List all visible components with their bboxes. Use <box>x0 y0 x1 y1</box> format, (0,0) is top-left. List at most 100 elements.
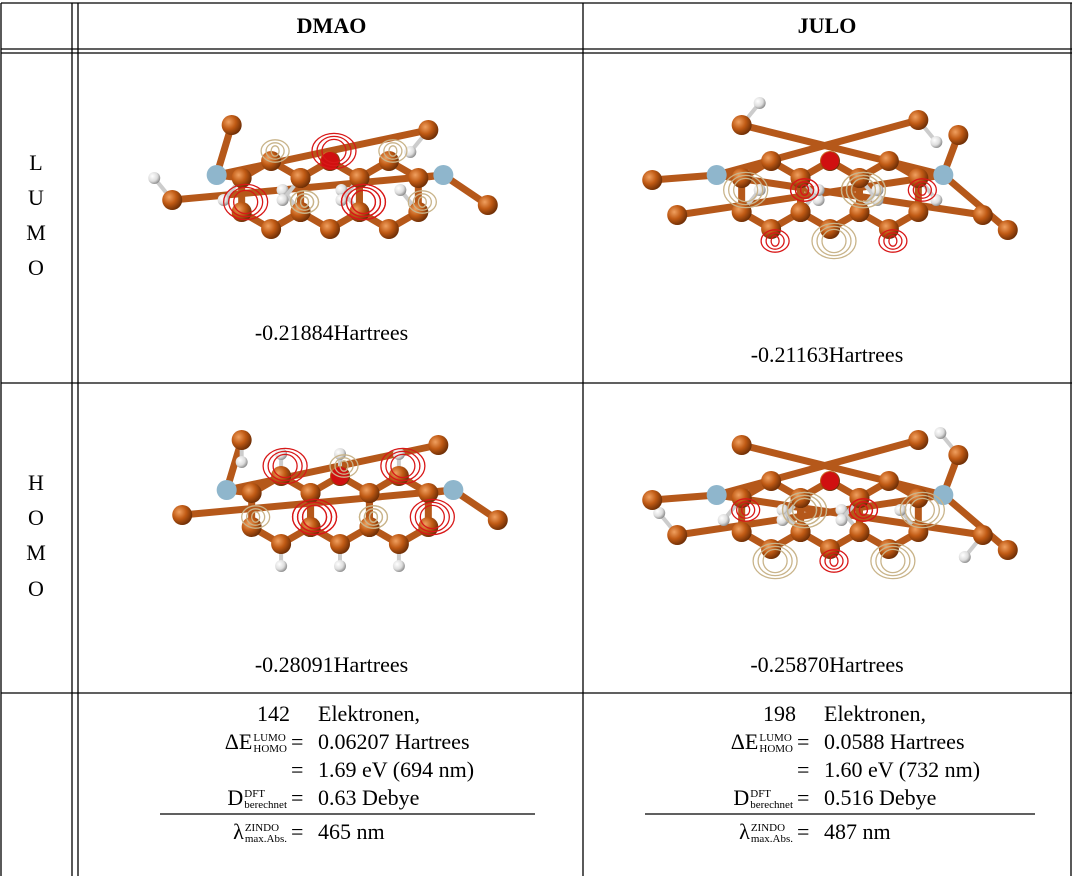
carbon <box>761 151 782 171</box>
carbon <box>330 534 350 554</box>
orbital-lobe <box>791 497 818 523</box>
carbon <box>162 190 183 210</box>
bond <box>648 491 721 504</box>
formula-indices: DFT berechnet <box>750 788 793 811</box>
orbital-lobe <box>345 186 382 218</box>
carbon <box>408 168 429 188</box>
carbon <box>997 540 1018 560</box>
orbital-lobe <box>760 229 790 253</box>
row-label-letter: O <box>28 505 44 530</box>
carbon <box>908 430 929 450</box>
carbon <box>731 115 752 135</box>
orbital-lobe <box>762 548 788 574</box>
formula-symbol: ΔE <box>730 729 759 754</box>
carbon <box>320 219 340 239</box>
electron-count: 198 <box>763 701 796 726</box>
formula-indices: DFT berechnet <box>244 787 287 811</box>
carbon <box>972 205 993 225</box>
hydrogen <box>930 194 943 206</box>
hydrogen <box>871 194 884 206</box>
orbital-lobe <box>794 181 815 199</box>
column-header: JULO <box>797 13 857 38</box>
oxygen <box>821 152 839 170</box>
orbital-lobe <box>228 186 264 218</box>
orbital-lobe <box>260 139 290 163</box>
orbital-lobe <box>811 222 857 260</box>
bond <box>713 491 987 539</box>
orbital-lobe <box>770 235 780 247</box>
orbital-lobe <box>789 178 820 202</box>
orbital-lobe <box>848 498 879 522</box>
value: 0.516 Debye <box>824 785 937 810</box>
orbital-energy: -0.21163Hartrees <box>750 342 904 367</box>
carbon <box>908 110 929 130</box>
orbital-lobe <box>917 184 927 196</box>
formula-sup: LUMO <box>253 731 286 744</box>
orbital-lobe <box>334 457 354 475</box>
formula-sub: berechnet <box>244 798 287 811</box>
carbon <box>300 483 321 503</box>
carbon <box>261 219 282 239</box>
orbital-lobe <box>799 184 810 196</box>
hydrogen <box>753 184 766 196</box>
row-label-letter: O <box>28 576 44 601</box>
formula-sup: DFT <box>244 787 266 800</box>
formula: D DFT berechnet <box>733 785 793 811</box>
carbon <box>761 471 782 491</box>
hydrogen <box>276 194 289 206</box>
row-label-letter: M <box>26 220 46 245</box>
orbital-lobe <box>757 545 793 577</box>
bond <box>713 436 922 499</box>
carbon <box>878 471 899 491</box>
bond <box>713 171 987 219</box>
formula-sub: HOMO <box>253 742 287 755</box>
formula-symbol: λ <box>233 819 244 844</box>
molecule-images <box>148 97 1018 580</box>
hydrogen <box>871 184 884 196</box>
orbital-lobe <box>912 181 932 199</box>
formula-sup: ZINDO <box>750 821 786 834</box>
carbon <box>761 219 782 239</box>
nitrogen <box>706 485 727 505</box>
row-label-letter: L <box>29 150 43 175</box>
orbital-lobe <box>223 183 269 221</box>
orbital-lobe <box>845 174 882 206</box>
orbital-lobe <box>878 229 908 253</box>
oxygen <box>821 472 839 490</box>
orbital-lobe <box>899 491 945 529</box>
orbital-lobe <box>311 132 357 170</box>
nitrogen <box>433 165 454 185</box>
orbital-lobe <box>378 139 408 163</box>
orbital-lobe <box>909 497 935 523</box>
carbon <box>908 168 929 188</box>
nitrogen <box>206 165 227 185</box>
equals-sign: = <box>797 757 810 782</box>
orbital-lobe <box>733 177 759 203</box>
orbital-lobe <box>340 183 387 221</box>
carbon <box>418 120 439 140</box>
column-header: DMAO <box>296 13 367 38</box>
carbon <box>418 483 439 503</box>
formula: λ ZINDO max.Abs. <box>233 819 287 845</box>
hydrogen <box>653 507 666 519</box>
orbital-energy: -0.28091Hartrees <box>254 652 409 677</box>
orbital-lobe <box>265 142 285 160</box>
equals-sign: = <box>291 819 304 844</box>
carbon <box>948 125 969 145</box>
orbital-lobe <box>829 555 839 567</box>
equals-sign: = <box>797 819 810 844</box>
carbon <box>849 488 870 508</box>
nitrogen <box>933 165 954 185</box>
orbital-lobe <box>883 232 903 250</box>
hydrogen <box>930 136 943 148</box>
formula-indices: ZINDO max.Abs. <box>750 821 793 845</box>
formula-sup: LUMO <box>759 731 792 744</box>
carbon <box>477 195 498 215</box>
carbon <box>667 205 688 225</box>
orbital-lobe <box>907 178 937 202</box>
formula-symbol: D <box>227 785 244 810</box>
bond <box>648 171 721 184</box>
orbital-lobe <box>267 450 303 482</box>
carbon <box>667 525 688 545</box>
formula-sup: ZINDO <box>244 821 280 834</box>
